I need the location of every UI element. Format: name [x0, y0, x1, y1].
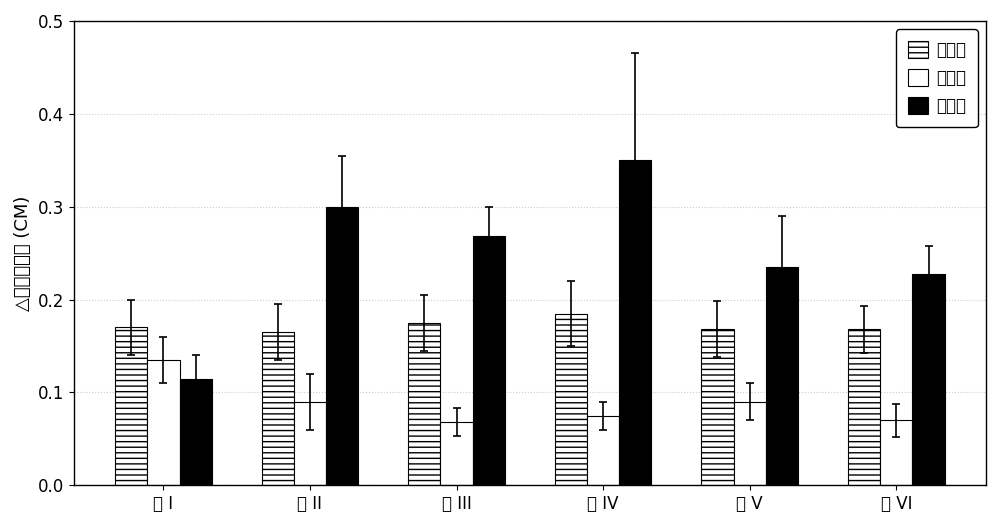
- Bar: [848, 329, 880, 485]
- Bar: [701, 329, 734, 485]
- Bar: [440, 422, 473, 485]
- Bar: [294, 402, 326, 485]
- Bar: [880, 421, 912, 485]
- Bar: [180, 378, 212, 485]
- Bar: [473, 237, 505, 485]
- Bar: [912, 274, 945, 485]
- Bar: [734, 402, 766, 485]
- Y-axis label: △不定根根长 (CM): △不定根根长 (CM): [14, 196, 32, 311]
- Bar: [555, 314, 587, 485]
- Legend: 空白组, 对照组, 实验组: 空白组, 对照组, 实验组: [896, 29, 978, 127]
- Bar: [766, 267, 798, 485]
- Bar: [262, 332, 294, 485]
- Bar: [115, 327, 147, 485]
- Bar: [619, 160, 651, 485]
- Bar: [326, 207, 358, 485]
- Bar: [147, 360, 180, 485]
- Bar: [408, 323, 440, 485]
- Bar: [587, 416, 619, 485]
